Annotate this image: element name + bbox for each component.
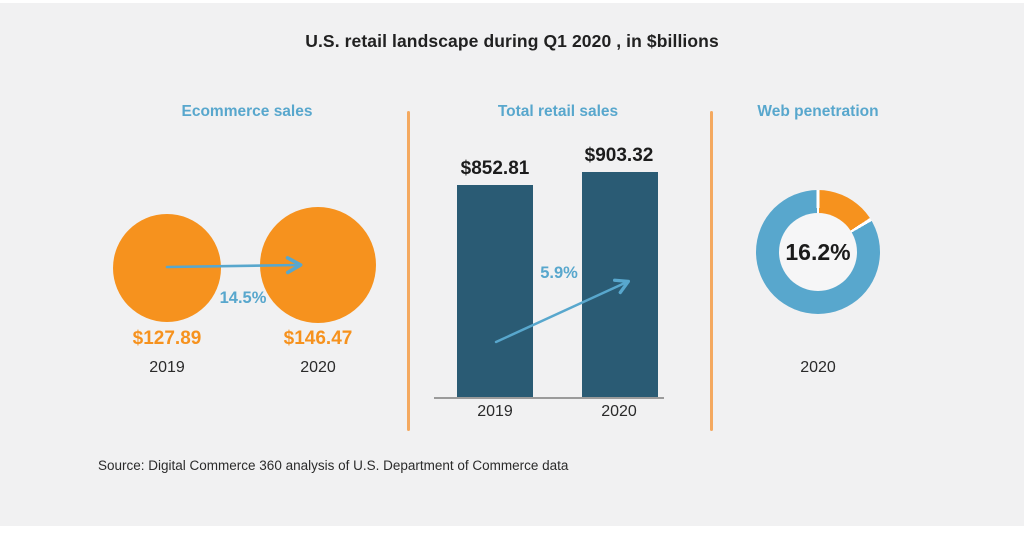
growth-arrow-icon <box>165 256 303 275</box>
panel-divider-left <box>407 111 410 431</box>
panel-header-ecommerce: Ecommerce sales <box>181 103 313 120</box>
retail-value-2019: $852.81 <box>460 158 530 179</box>
web-penetration-value: 16.2% <box>785 238 851 265</box>
retail-year-2019: 2019 <box>477 403 513 420</box>
ecommerce-year-2020: 2020 <box>300 359 336 376</box>
x-axis-line <box>434 397 664 399</box>
retail-bar <box>457 185 533 398</box>
source-note: Source: Digital Commerce 360 analysis of… <box>98 458 569 473</box>
web-year-2020: 2020 <box>800 359 836 376</box>
panel-header-web: Web penetration <box>757 103 879 120</box>
web-donut-hole: 16.2% <box>779 213 857 291</box>
panel-divider-right <box>710 111 713 431</box>
retail-value-2020: $903.32 <box>584 145 654 166</box>
growth-arrow-icon <box>494 278 631 344</box>
panel-header-retail: Total retail sales <box>497 103 619 120</box>
ecommerce-value-2019: $127.89 <box>132 328 202 349</box>
ecommerce-growth-label: 14.5% <box>219 289 267 307</box>
web-donut: 16.2% <box>756 190 880 314</box>
retail-year-2020: 2020 <box>601 403 637 420</box>
ecommerce-year-2019: 2019 <box>149 359 185 376</box>
retail-growth-label: 5.9% <box>540 264 578 282</box>
ecommerce-value-2020: $146.47 <box>283 328 353 349</box>
page-title: U.S. retail landscape during Q1 2020 , i… <box>305 31 719 51</box>
